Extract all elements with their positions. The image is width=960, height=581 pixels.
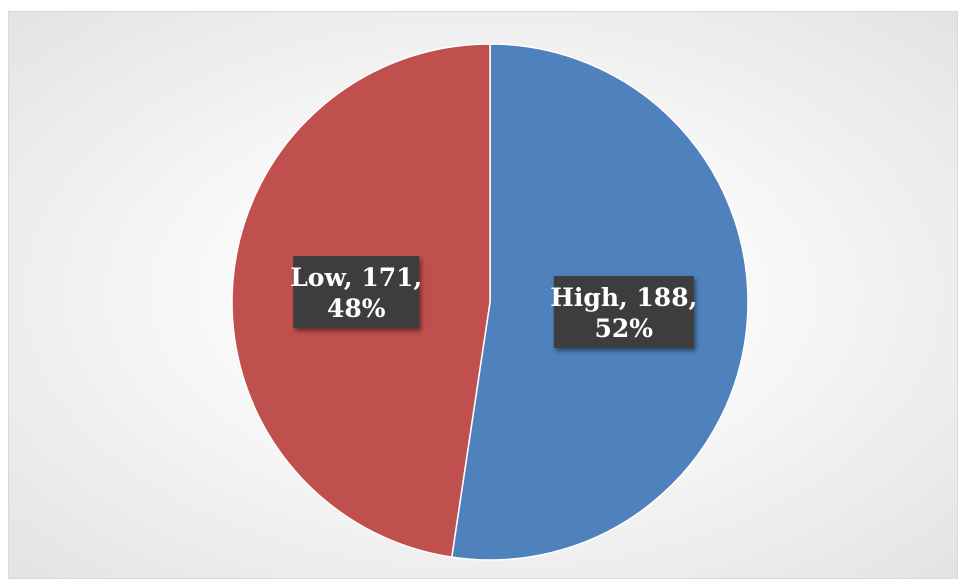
data-label-line2: 48%	[327, 294, 386, 323]
pie-chart: High, 188,52% Low, 171,48%	[231, 43, 749, 561]
data-label-low: Low, 171,48%	[290, 256, 422, 329]
data-label-high: High, 188,52%	[550, 275, 697, 348]
data-label-box	[293, 256, 420, 329]
data-label-line1: High, 188,	[550, 283, 697, 312]
chart-area: High, 188, 52% Low, 171, 48%	[8, 11, 958, 579]
data-label-line2: 52%	[595, 314, 654, 343]
data-label-line1: Low, 171,	[290, 263, 422, 292]
data-label-box	[553, 275, 694, 348]
